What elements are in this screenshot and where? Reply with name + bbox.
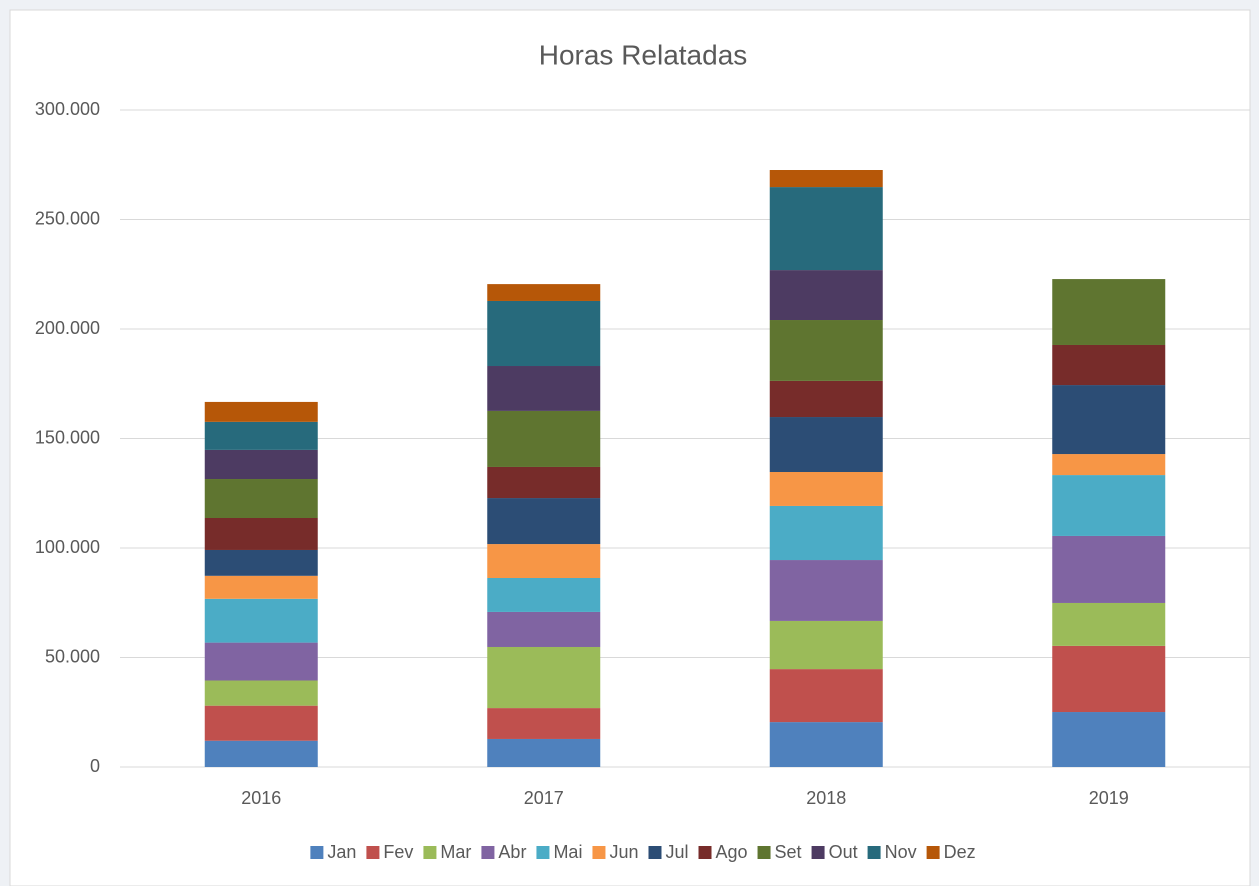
bar-segment — [204, 401, 318, 422]
bar-segment — [769, 187, 883, 271]
y-tick-label: 250.000 — [35, 208, 100, 228]
bar-segment — [487, 738, 601, 767]
legend-swatch — [310, 846, 324, 859]
bar-segment — [1052, 454, 1166, 476]
bar-segment — [487, 300, 601, 367]
bar-segment — [487, 366, 601, 411]
y-tick-label: 200.000 — [35, 318, 100, 338]
bar-segment — [769, 505, 883, 561]
legend-swatch — [926, 846, 940, 859]
legend-label: Nov — [885, 842, 917, 862]
bar-segment — [204, 642, 318, 681]
x-tick-label: 2017 — [524, 788, 564, 808]
chart-title: Horas Relatadas — [539, 39, 748, 70]
y-tick-label: 150.000 — [35, 427, 100, 447]
bar-segment — [204, 575, 318, 599]
bar-segment — [769, 669, 883, 723]
bar-segment — [487, 611, 601, 647]
bar-segment — [204, 479, 318, 518]
legend-swatch — [423, 846, 437, 859]
bar-segment — [204, 549, 318, 576]
bar-segment — [769, 320, 883, 381]
bar-segment — [769, 270, 883, 321]
y-tick-label: 50.000 — [45, 646, 100, 666]
bar-segment — [204, 740, 318, 767]
bar-segment — [769, 472, 883, 506]
y-tick-label: 0 — [90, 756, 100, 776]
legend-swatch — [536, 846, 550, 859]
legend-label: Fev — [383, 842, 413, 862]
bar-segment — [487, 466, 601, 499]
bar-segment — [487, 284, 601, 301]
legend-swatch — [481, 846, 495, 859]
legend-label: Mai — [553, 842, 582, 862]
legend-swatch — [366, 846, 380, 859]
bar-segment — [204, 705, 318, 741]
bar-segment — [487, 578, 601, 612]
legend-label: Dez — [944, 842, 976, 862]
bar-segment — [1052, 645, 1166, 713]
bar-segment — [1052, 475, 1166, 536]
legend-label: Ago — [716, 842, 748, 862]
bar-segment — [487, 498, 601, 545]
bar-segment — [769, 722, 883, 767]
x-tick-label: 2018 — [806, 788, 846, 808]
x-tick-label: 2019 — [1089, 788, 1129, 808]
y-tick-label: 100.000 — [35, 537, 100, 557]
legend-label: Set — [775, 842, 802, 862]
x-tick-label: 2016 — [241, 788, 281, 808]
bar-segment — [769, 380, 883, 418]
legend-label: Mar — [440, 842, 471, 862]
bar-segment — [1052, 279, 1166, 345]
bar-segment — [769, 170, 883, 188]
legend-swatch — [698, 846, 712, 859]
bar-segment — [204, 680, 318, 706]
legend-label: Abr — [498, 842, 526, 862]
y-tick-label: 300.000 — [35, 99, 100, 119]
legend-label: Jun — [609, 842, 638, 862]
bar-segment — [204, 517, 318, 550]
legend-swatch — [592, 846, 606, 859]
bar-segment — [1052, 535, 1166, 603]
bar-segment — [1052, 712, 1166, 767]
bar-segment — [487, 646, 601, 709]
bar-segment — [769, 417, 883, 473]
bar-segment — [487, 410, 601, 467]
legend-swatch — [867, 846, 881, 859]
bar-segment — [769, 620, 883, 670]
bar-segment — [1052, 344, 1166, 386]
bar-segment — [1052, 602, 1166, 646]
legend-label: Out — [829, 842, 858, 862]
legend-label: Jan — [327, 842, 356, 862]
legend-swatch — [648, 846, 662, 859]
legend-swatch — [811, 846, 825, 859]
legend-swatch — [757, 846, 771, 859]
bar-segment — [204, 421, 318, 450]
bar-segment — [487, 708, 601, 739]
legend-label: Jul — [665, 842, 688, 862]
bar-segment — [1052, 385, 1166, 455]
bar-segment — [487, 544, 601, 579]
bar-segment — [204, 449, 318, 480]
bar-segment — [769, 560, 883, 621]
bar-segment — [204, 598, 318, 643]
